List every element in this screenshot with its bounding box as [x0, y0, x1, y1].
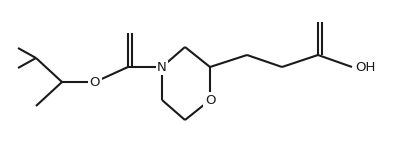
Text: O: O [90, 76, 100, 88]
Text: N: N [157, 60, 167, 74]
Text: OH: OH [355, 60, 375, 74]
Text: O: O [205, 93, 215, 107]
